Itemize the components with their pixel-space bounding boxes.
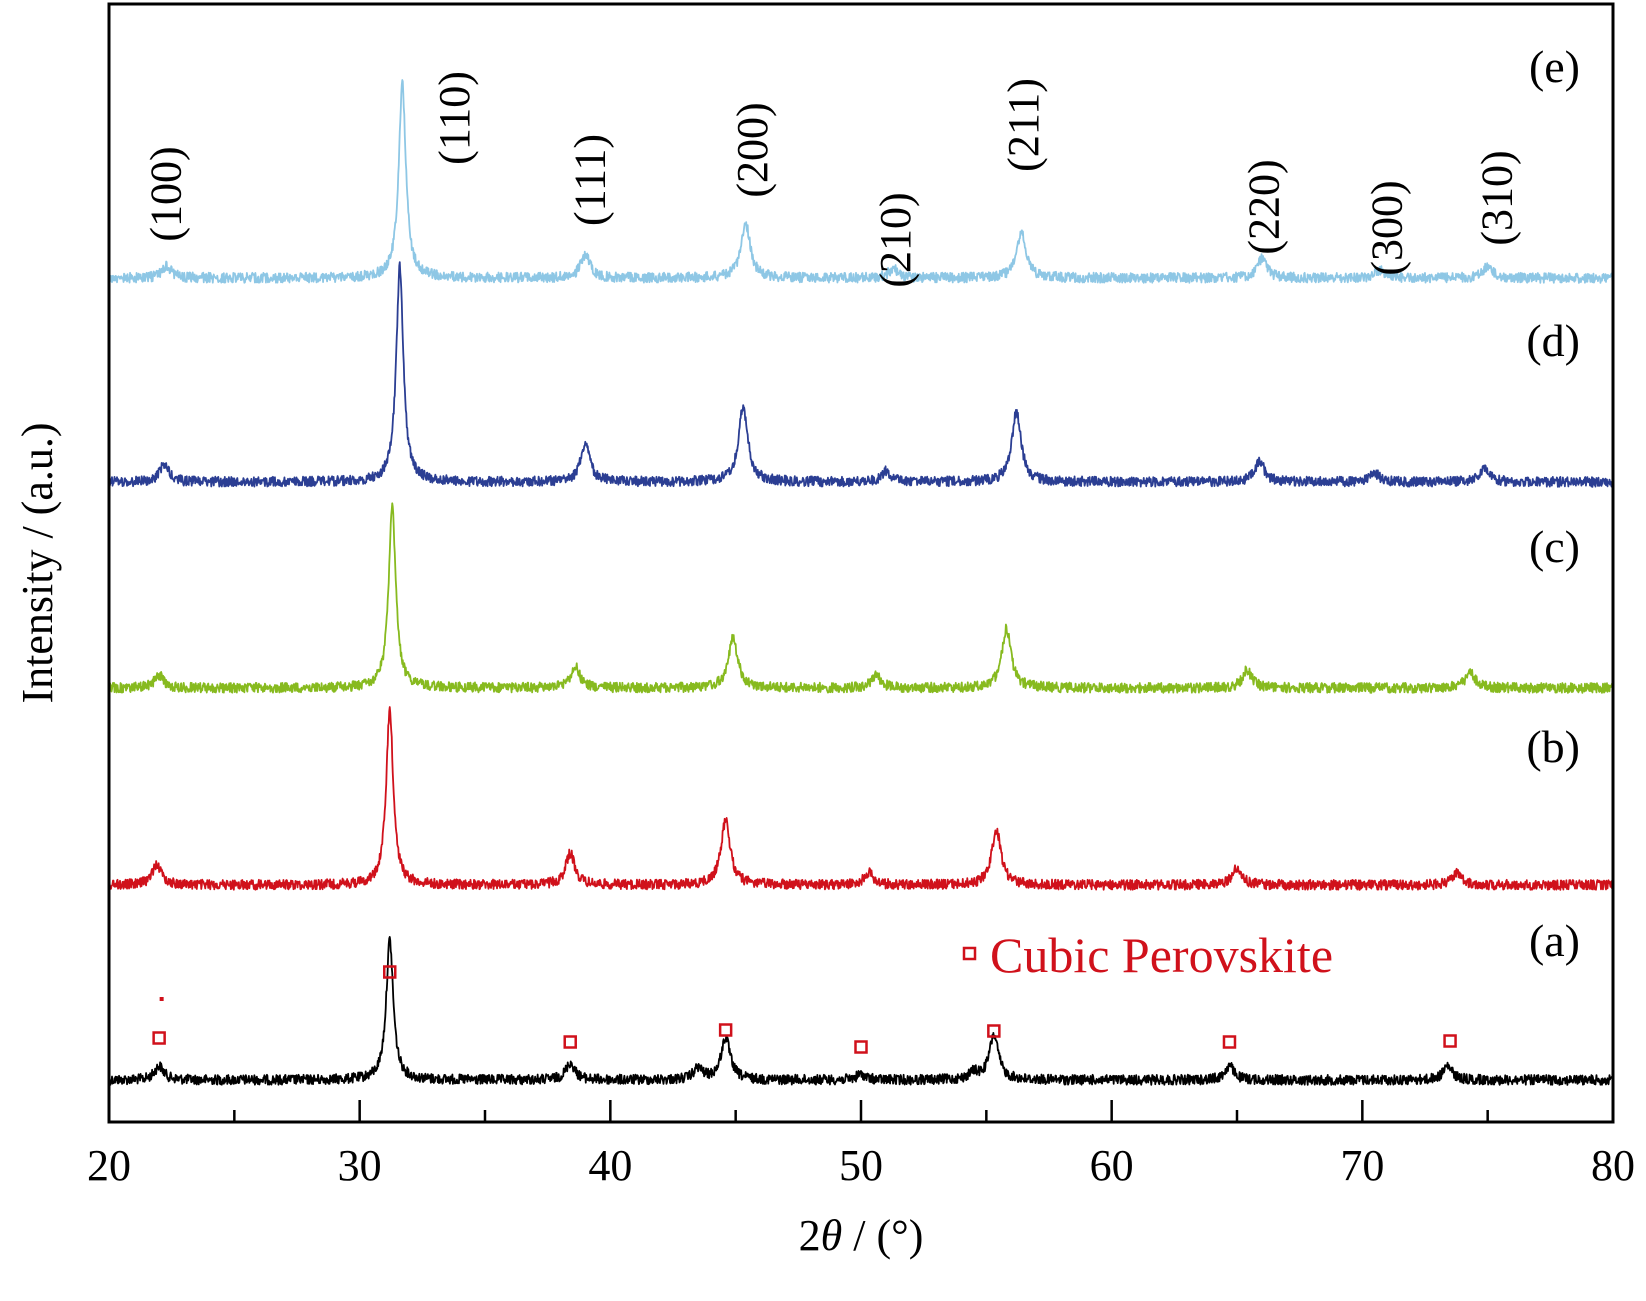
x-tick-label: 30 [338,1141,382,1190]
x-tick-label: 50 [839,1141,883,1190]
peak-label: (220) [1240,159,1289,254]
reference-marker [1443,1034,1457,1048]
legend-label: Cubic Perovskite [990,927,1333,983]
x-tick-label: 20 [87,1141,131,1190]
peak-label: (300) [1362,180,1411,275]
series-label: (c) [1529,521,1580,572]
reference-markers [152,965,1457,1054]
reference-dot [159,997,164,1001]
legend: Cubic Perovskite [962,927,1333,983]
peak-labels: (100) (110) (111) (200) (210) (211) (220) (300)… [142,71,1522,287]
series-line [108,502,1614,694]
peak-label: (111) [565,134,614,226]
x-axis-title-suffix: / (°) [842,1211,923,1260]
reference-marker [563,1035,577,1049]
peak-label: (100) [142,146,191,241]
series-label: (e) [1529,41,1580,92]
x-axis-title: 2θ / (°) [799,1211,924,1260]
x-tick-label: 40 [588,1141,632,1190]
x-axis-ticks: 20 30 40 50 60 70 80 [87,1100,1635,1190]
series-line [108,936,1614,1086]
peak-label: (310) [1473,150,1522,245]
peak-label: (200) [728,102,777,197]
series-label: (d) [1526,315,1580,366]
x-tick-label: 80 [1591,1141,1635,1190]
peak-label: (210) [871,192,920,287]
x-axis-title-symbol: θ [821,1211,843,1260]
reference-marker [1222,1035,1237,1049]
reference-marker [382,965,397,979]
y-axis-title: Intensity / (a.u.) [13,422,62,703]
series-line [108,261,1614,488]
series-traces [108,79,1614,1086]
reference-marker [152,1031,166,1045]
peak-label: (110) [430,71,479,165]
x-tick-label: 60 [1090,1141,1134,1190]
reference-marker [718,1023,733,1037]
legend-marker [962,946,977,961]
series-label: (b) [1526,721,1580,772]
plot-area-background [109,4,1613,1122]
series-label: (a) [1529,915,1580,966]
reference-marker [987,1024,1001,1038]
series-labels: (a) (b) (c) (d) (e) [1526,41,1580,966]
series-line [108,79,1614,284]
x-axis-title-prefix: 2 [799,1211,821,1260]
reference-marker [854,1040,868,1054]
peak-label: (211) [999,78,1048,172]
series-line [108,706,1614,891]
x-tick-label: 70 [1340,1141,1384,1190]
